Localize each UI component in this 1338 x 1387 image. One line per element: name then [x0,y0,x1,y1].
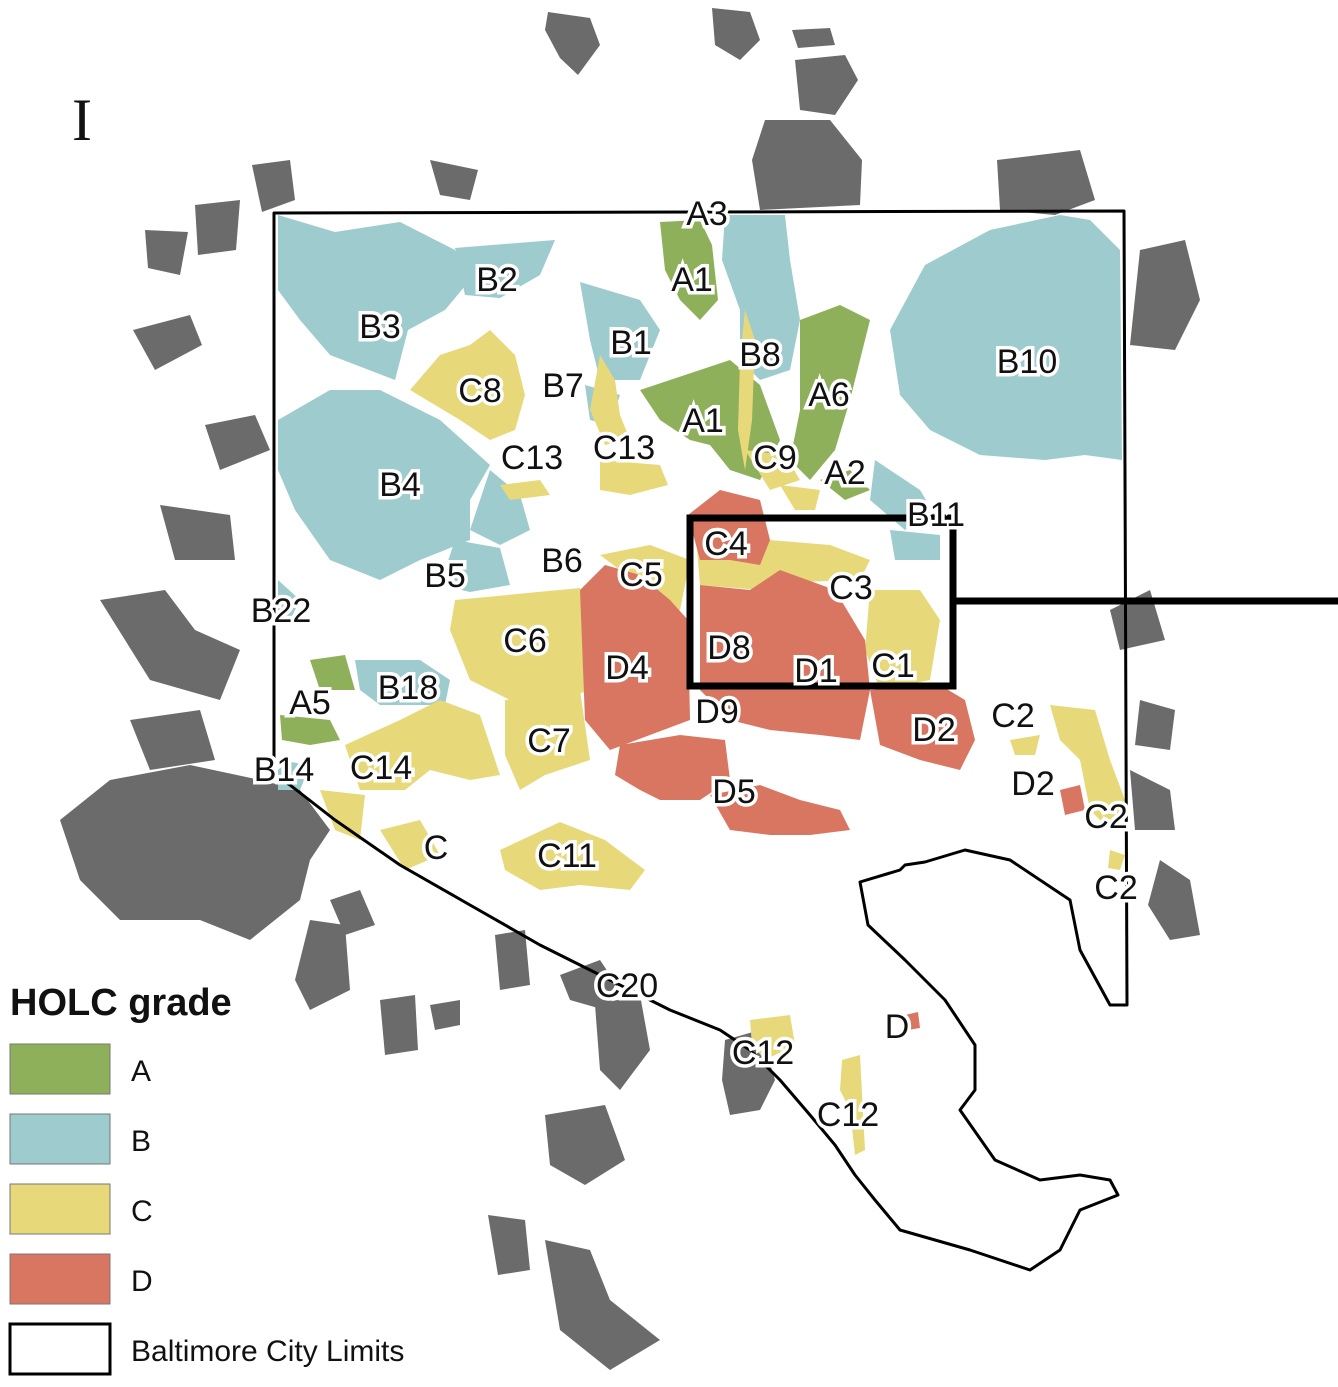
panel-letter: I [72,87,92,153]
zone-label: B3 [359,308,401,346]
legend-label-b: B [131,1125,151,1158]
zone-label: A1 [682,402,724,440]
zone-label: B2 [476,261,518,299]
zone-label: D4 [605,649,648,687]
zone-label: D5 [712,773,755,811]
zone-label: C1 [871,647,914,685]
zone-labels: A3 A1 B2 B3 B1 B8 B10 C8 B7 A6 A1 C13 C1… [247,191,1141,1137]
zone-label: A1 [671,261,713,299]
zone-label: B6 [541,542,583,580]
zone-label: D9 [695,693,738,731]
zone-label: C7 [527,722,570,760]
zone-label: C2 [1094,869,1137,907]
zone-label: B14 [254,751,315,789]
legend-label-city-limits: Baltimore City Limits [131,1335,404,1368]
zone-label: A2 [824,454,866,492]
zone-label: B18 [378,669,439,707]
zone-label: A5 [289,684,331,722]
zone-label: C12 [817,1096,879,1134]
legend-label-d: D [131,1265,153,1298]
zone-label: A6 [808,376,850,414]
zone-label: B11 [907,496,965,534]
legend-swatch-a [9,1043,111,1095]
zone-label: D1 [794,652,837,690]
zone-label: C [424,829,449,867]
zone-label: C11 [537,837,597,875]
zone-label: C20 [596,967,658,1005]
legend-swatch-d [9,1253,111,1305]
legend-swatch-city-limits [8,1322,112,1376]
legend-swatch-b [9,1113,111,1165]
zone-label: B1 [610,324,652,362]
zone-label: D2 [912,711,955,749]
zone-label: C4 [704,525,747,563]
zone-label: C9 [753,439,796,477]
zone-label: C12 [732,1034,794,1072]
zone-label: C2 [1084,798,1127,836]
city-limits-outline [272,209,1129,1272]
zone-label: B10 [997,343,1058,381]
zone-label: B8 [739,336,781,374]
zone-label: C13 [501,439,563,477]
zone-label: C2 [991,697,1034,735]
zone-label: B5 [424,557,466,595]
zone-label: C3 [829,569,872,607]
zone-label: C14 [350,749,412,787]
grade-d-areas [580,490,1085,1030]
zone-label: B7 [542,367,584,405]
zone-label: D2 [1011,765,1054,803]
legend-label-a: A [131,1055,151,1088]
grade-b-areas [278,215,1122,790]
zone-label: A3 [686,195,728,233]
legend-title: HOLC grade [10,982,232,1024]
zone-label: C13 [593,429,655,467]
legend: HOLC grade A B C D Baltimore City Limits [8,982,404,1376]
zone-label: D [885,1008,910,1046]
outside-areas [60,8,1200,1370]
legend-swatch-c [9,1183,111,1235]
zone-label: C8 [458,372,501,410]
zone-label: C5 [619,556,662,594]
zone-label: D8 [707,629,750,667]
zone-label: B4 [379,466,421,504]
zone-label: B22 [251,592,312,630]
legend-label-c: C [131,1195,153,1228]
zone-label: C6 [503,622,546,660]
